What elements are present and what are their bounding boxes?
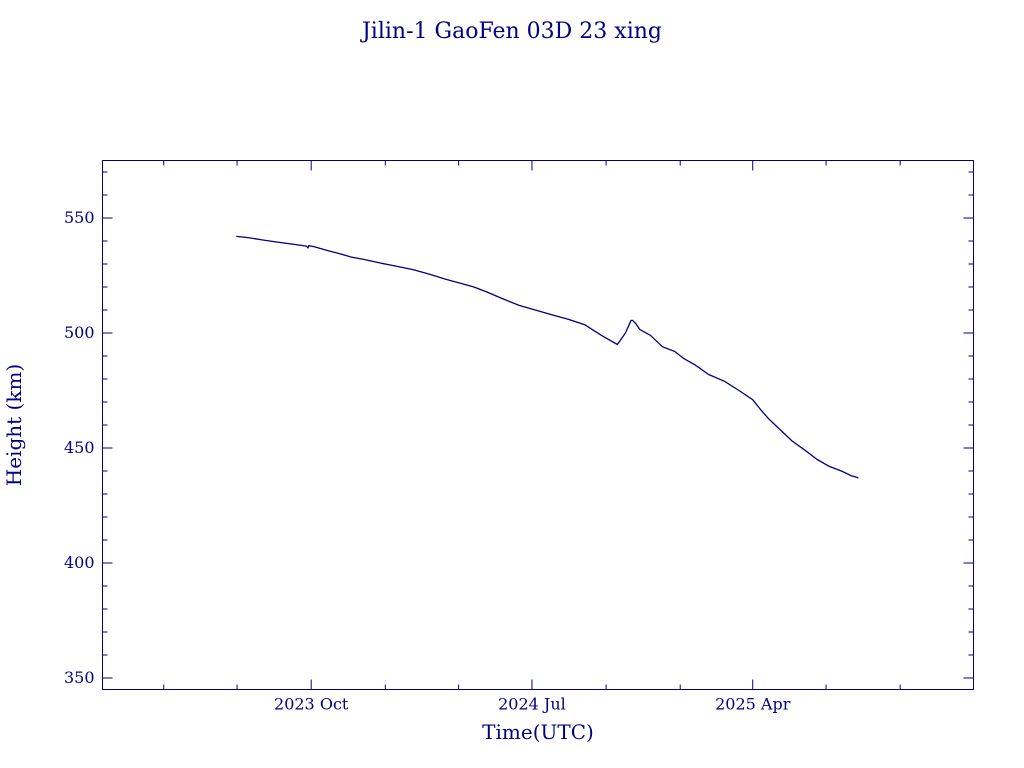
- axis-tick-labels: 350 400 450 500 550 2023 Oct 2024 Jul 2025 Apr: [64, 208, 791, 714]
- y-tick-label: 500: [64, 323, 95, 342]
- chart-title: Jilin-1 GaoFen 03D 23 xing: [360, 19, 662, 44]
- plot-frame: [102, 160, 974, 690]
- y-axis-label: Height (km): [2, 364, 26, 486]
- y-tick-label: 550: [64, 208, 95, 227]
- x-tick-label: 2025 Apr: [715, 695, 791, 714]
- y-tick-label: 350: [64, 668, 95, 687]
- series-line-0: [236, 235, 859, 479]
- axis-ticks: [102, 160, 974, 690]
- x-tick-label: 2024 Jul: [498, 695, 566, 714]
- x-tick-label: 2023 Oct: [274, 695, 349, 714]
- series-layer: [236, 235, 859, 479]
- y-tick-label: 400: [64, 553, 95, 572]
- y-tick-label: 450: [64, 438, 95, 457]
- x-axis-label: Time(UTC): [482, 720, 594, 744]
